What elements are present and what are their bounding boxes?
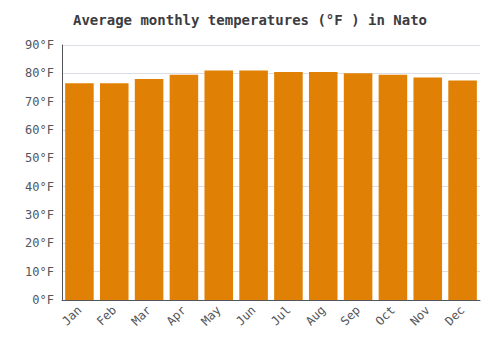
svg-text:90°F: 90°F: [25, 38, 54, 52]
svg-text:Feb: Feb: [94, 303, 119, 328]
svg-text:Sep: Sep: [338, 303, 363, 328]
svg-text:Nov: Nov: [407, 303, 432, 328]
svg-text:Jan: Jan: [59, 303, 84, 328]
svg-text:50°F: 50°F: [25, 151, 54, 165]
svg-text:60°F: 60°F: [25, 123, 54, 137]
svg-text:Jul: Jul: [268, 303, 293, 328]
svg-text:Jun: Jun: [233, 303, 258, 328]
svg-text:80°F: 80°F: [25, 66, 54, 80]
svg-text:Oct: Oct: [373, 303, 398, 328]
svg-text:May: May: [198, 303, 223, 328]
svg-text:10°F: 10°F: [25, 265, 54, 279]
svg-text:40°F: 40°F: [25, 180, 54, 194]
svg-text:30°F: 30°F: [25, 208, 54, 222]
svg-text:Mar: Mar: [129, 303, 154, 328]
svg-text:Aug: Aug: [303, 303, 328, 328]
svg-text:0°F: 0°F: [32, 293, 54, 307]
svg-text:70°F: 70°F: [25, 95, 54, 109]
svg-text:Average monthly temperatures (: Average monthly temperatures (°F ) in Na…: [73, 12, 427, 28]
svg-text:Dec: Dec: [442, 303, 467, 328]
svg-text:Apr: Apr: [164, 303, 189, 328]
svg-text:20°F: 20°F: [25, 236, 54, 250]
